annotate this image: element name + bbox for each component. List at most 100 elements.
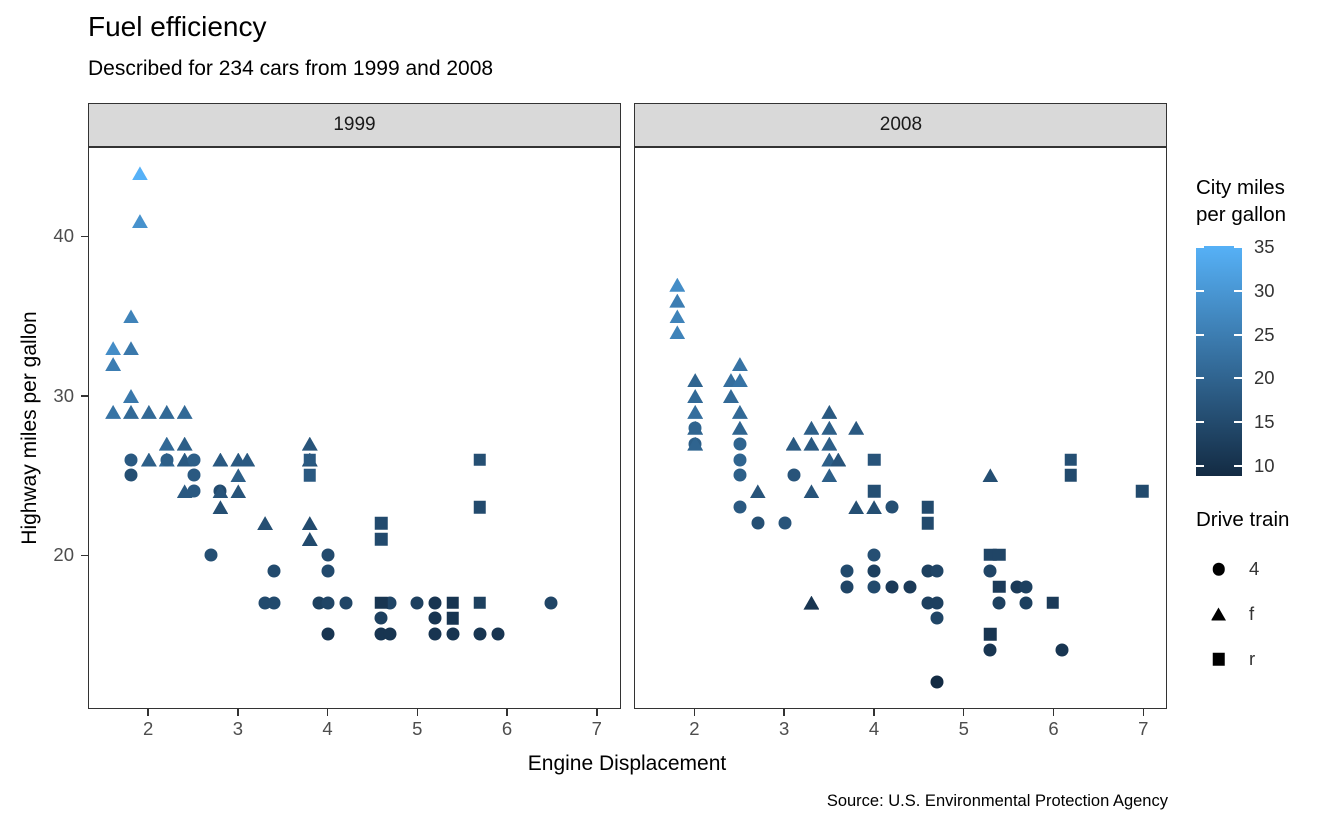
data-point <box>687 373 704 388</box>
x-tick-mark <box>147 709 149 716</box>
data-point <box>983 564 997 578</box>
data-point <box>212 500 229 515</box>
data-point <box>885 500 899 514</box>
data-point <box>428 596 442 610</box>
data-point <box>993 548 1006 562</box>
data-point <box>257 516 274 531</box>
x-tick-mark <box>873 709 875 716</box>
data-point <box>733 437 747 451</box>
data-point <box>267 596 281 610</box>
data-point <box>803 420 820 435</box>
y-tick-label: 20 <box>53 544 74 566</box>
colorbar-tick-label: 15 <box>1254 410 1275 432</box>
data-point <box>446 596 460 609</box>
data-point <box>187 468 201 482</box>
data-point <box>867 548 881 562</box>
data-point <box>733 500 747 514</box>
facet-strip-label: 1999 <box>333 113 376 135</box>
plot-subtitle: Described for 234 cars from 1999 and 200… <box>88 57 494 80</box>
facet-strip-2008: 2008 <box>634 102 1168 147</box>
legend-color-title-line2: per gallon <box>1196 203 1287 226</box>
data-point <box>803 436 820 451</box>
y-tick-label: 30 <box>53 384 74 406</box>
y-tick-mark <box>81 554 88 557</box>
legend-color-title: City miles per gallon <box>1196 174 1286 228</box>
data-point <box>1055 643 1069 657</box>
x-tick-mark <box>416 709 419 716</box>
data-point <box>1064 453 1078 466</box>
data-point <box>930 596 944 610</box>
colorbar-tick-label: 25 <box>1254 323 1275 345</box>
colorbar-tick-label: 35 <box>1254 236 1275 258</box>
data-point <box>105 357 122 372</box>
data-point <box>473 596 486 609</box>
legend-shape-title: Drive train <box>1196 508 1290 531</box>
data-point <box>303 453 317 466</box>
data-point <box>176 404 193 419</box>
x-tick-mark <box>596 709 598 716</box>
data-point <box>473 453 486 466</box>
data-point <box>124 453 138 467</box>
data-point <box>731 420 748 435</box>
legend-color-title-line1: City miles <box>1196 176 1285 199</box>
data-point <box>821 404 838 419</box>
colorbar-tick-label: 30 <box>1254 279 1275 301</box>
data-point <box>105 341 122 356</box>
data-point <box>473 500 486 514</box>
legend-symbol-circle-icon <box>1212 562 1225 576</box>
data-point <box>321 548 335 562</box>
x-axis-title: Engine Displacement <box>527 752 727 775</box>
data-point <box>303 469 317 482</box>
data-point <box>821 420 838 435</box>
data-point <box>158 436 175 451</box>
data-point <box>803 484 820 499</box>
x-tick-mark <box>693 709 696 716</box>
data-point <box>187 484 201 498</box>
facet-panel-2008 <box>634 147 1168 709</box>
data-point <box>176 436 193 451</box>
colorbar-tick-mark <box>1196 246 1204 249</box>
data-point <box>131 214 148 229</box>
legend-symbol-triangle-icon <box>1211 607 1226 621</box>
data-point <box>848 500 865 515</box>
x-tick-mark <box>962 709 965 716</box>
data-point <box>885 580 899 594</box>
data-point <box>301 516 318 531</box>
data-point <box>410 596 424 610</box>
x-tick-mark <box>506 709 508 716</box>
data-point <box>187 453 201 467</box>
data-point <box>930 564 944 578</box>
data-point <box>1046 596 1060 609</box>
x-tick-label: 4 <box>322 718 333 739</box>
legend-symbol-square-icon <box>1212 652 1225 666</box>
data-point <box>321 627 335 641</box>
legend-item-label: 4 <box>1249 558 1260 579</box>
colorbar-tick-mark <box>1196 464 1204 467</box>
data-point <box>124 468 138 482</box>
data-point <box>301 532 318 546</box>
colorbar-tick-label: 20 <box>1254 367 1275 389</box>
data-point <box>204 548 218 562</box>
colorbar-tick-mark <box>1196 289 1204 292</box>
data-point <box>140 404 157 419</box>
data-point <box>848 420 865 435</box>
y-axis-title: Highway miles per gallon <box>18 311 41 545</box>
data-point <box>903 580 917 594</box>
data-point <box>375 516 388 530</box>
x-tick-label: 2 <box>689 718 700 739</box>
data-point <box>160 453 174 467</box>
data-point <box>339 596 353 610</box>
data-point <box>731 404 748 419</box>
data-point <box>383 627 397 641</box>
data-point <box>428 627 442 641</box>
data-point <box>375 596 388 609</box>
colorbar-tick-mark <box>1196 333 1204 336</box>
x-tick-label: 2 <box>142 718 154 739</box>
data-point <box>992 596 1006 610</box>
data-point <box>446 627 460 641</box>
data-point <box>230 468 247 483</box>
legend-item-label: f <box>1249 603 1255 624</box>
data-point <box>787 468 801 482</box>
facet-strip-1999: 1999 <box>88 102 621 147</box>
